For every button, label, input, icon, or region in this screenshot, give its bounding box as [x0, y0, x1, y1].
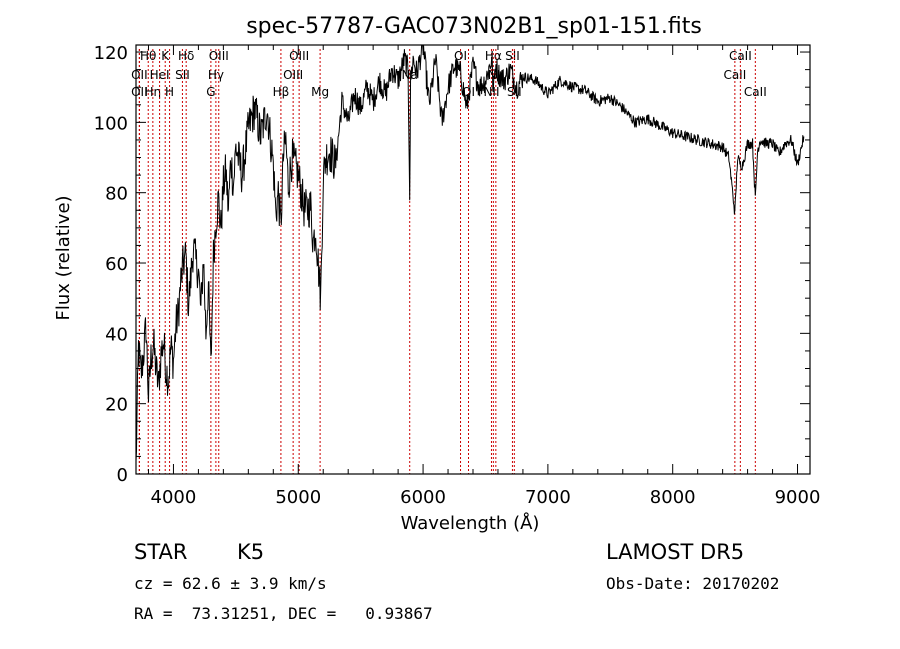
y-tick-label: 20 [105, 395, 128, 416]
x-tick-label: 5000 [275, 487, 321, 508]
line-marker-label: HeI [150, 68, 170, 82]
x-tick-label: 7000 [525, 487, 571, 508]
line-marker-label: OIII [209, 49, 229, 63]
line-marker-label: SII [175, 68, 190, 82]
plot-frame [135, 44, 811, 475]
y-tick-label: 0 [117, 465, 128, 486]
y-tick-label: 100 [94, 113, 128, 134]
line-marker-label: Hθ [140, 49, 156, 63]
line-marker-label: Hδ [178, 49, 194, 63]
line-marker-label: Hα [485, 49, 502, 63]
y-tick-label: 40 [105, 324, 128, 345]
line-marker-label: Mg [311, 85, 329, 99]
series-layer [135, 44, 805, 461]
object-class: STAR [134, 540, 188, 564]
y-tick-label: 80 [105, 184, 128, 205]
chart-title: spec-57787-GAC073N02B1_sp01-151.fits [246, 14, 702, 39]
y-axis-label: Flux (relative) [53, 195, 74, 320]
x-tick-label: 6000 [400, 487, 446, 508]
line-marker-label: OI [462, 85, 475, 99]
spectrum-line [135, 44, 805, 461]
line-marker-label: CaII [744, 85, 767, 99]
x-tick-label: 8000 [650, 487, 696, 508]
survey-name: LAMOST DR5 [606, 540, 745, 564]
line-marker-label: CaII [729, 49, 752, 63]
line-marker-label: Hγ [208, 68, 224, 82]
x-tick-label: 4000 [151, 487, 197, 508]
line-marker-label: Hβ [273, 85, 290, 99]
line-marker-label: CaII [723, 68, 746, 82]
redshift-value: cz = 62.6 ± 3.9 km/s [134, 574, 327, 593]
line-marker-label: Hη [145, 85, 162, 99]
line-marker-label: G [206, 85, 215, 99]
y-tick-label: 120 [94, 43, 128, 64]
line-marker-label: OI [454, 49, 467, 63]
object-subclass: K5 [237, 540, 265, 564]
x-tick-label: 9000 [775, 487, 821, 508]
axes: 4000 5000 6000 7000 8000 9000 0 20 40 60 80 100 120 [94, 43, 821, 508]
line-marker-label: K [161, 49, 170, 63]
line-marker-label: OIII [283, 68, 303, 82]
coordinates: RA = 73.31251, DEC = 0.93867 [134, 604, 433, 623]
line-marker-label: NII [483, 85, 499, 99]
line-marker-label: OIII [289, 49, 309, 63]
line-marker-label: OII [131, 85, 148, 99]
line-marker-label: H [165, 85, 174, 99]
x-axis-label: Wavelength (Å) [401, 512, 540, 534]
line-markers: HθOIIOIIHηHeIKHSIIHδGHγOIIIHβOIIIOIIIMgN… [131, 49, 767, 474]
observation-date: Obs-Date: 20170202 [606, 574, 780, 593]
line-marker-label: SII [505, 49, 520, 63]
y-tick-label: 60 [105, 254, 128, 275]
